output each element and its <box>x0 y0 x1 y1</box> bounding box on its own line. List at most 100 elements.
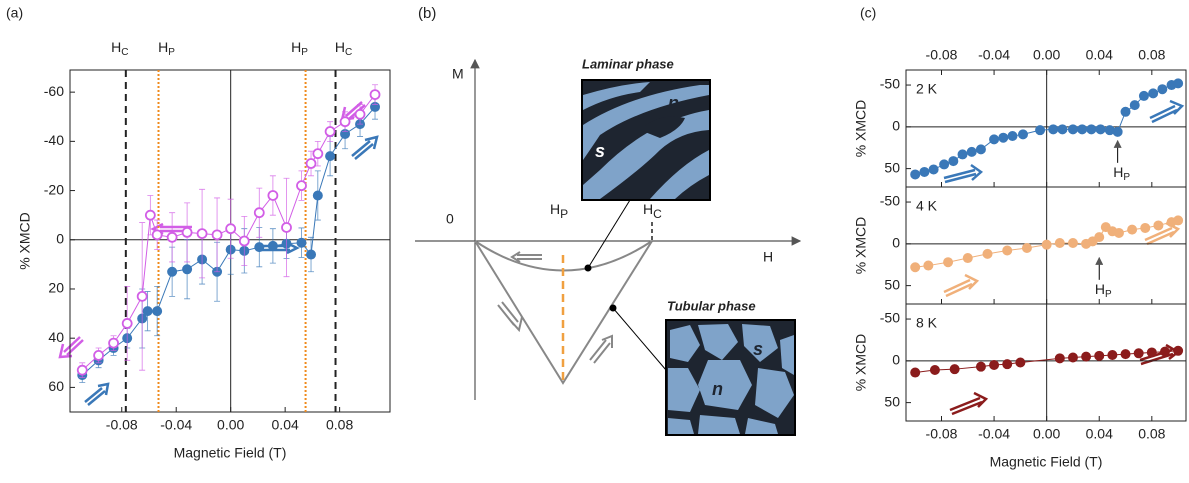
point <box>920 167 929 176</box>
point <box>1154 221 1163 230</box>
point <box>944 258 953 267</box>
point <box>1055 238 1064 247</box>
point <box>240 237 249 246</box>
y-tick-label: -50 <box>880 193 900 209</box>
point <box>307 250 316 259</box>
x-tick-label: 0.08 <box>326 417 353 433</box>
point <box>1141 223 1150 232</box>
x-tick-label: -0.04 <box>160 417 192 433</box>
point <box>1022 244 1031 253</box>
reference-label-main: H <box>335 39 345 55</box>
y-tick-label: 50 <box>884 393 900 409</box>
point <box>153 307 162 316</box>
reference-label: HP <box>291 39 308 58</box>
point <box>967 147 976 156</box>
annotation-label-sub: P <box>1123 171 1130 182</box>
point <box>183 265 192 274</box>
point <box>1134 349 1143 358</box>
hc-sub: C <box>653 207 662 221</box>
point <box>1003 246 1012 255</box>
reference-label-main: H <box>291 39 301 55</box>
point <box>958 150 967 159</box>
point <box>1003 360 1012 369</box>
y-tick-label: -40 <box>44 132 64 148</box>
y-tick-label: 50 <box>884 159 900 175</box>
reference-label-main: H <box>158 39 168 55</box>
point <box>94 351 103 360</box>
x-tick-label: -0.08 <box>106 417 138 433</box>
annotation-label: HP <box>1095 281 1112 300</box>
diagram: (b) M H 0 HP HC Laminar phase n s Tubula… <box>415 5 800 435</box>
y-tick-label: 50 <box>884 276 900 292</box>
reference-label-sub: P <box>301 47 308 58</box>
y-tick-label: -20 <box>44 181 64 197</box>
tubular-inset <box>666 320 795 435</box>
point <box>1096 125 1105 134</box>
x-tick-label: 0.00 <box>1033 426 1060 442</box>
point <box>940 160 949 169</box>
panel-label: (c) <box>860 5 876 21</box>
inset-n: n <box>712 379 723 399</box>
point <box>1095 233 1104 242</box>
annotation-label-main: H <box>1113 164 1123 180</box>
point <box>198 229 207 238</box>
hp-sub: P <box>560 207 568 221</box>
point <box>213 230 222 239</box>
point <box>1068 125 1077 134</box>
point <box>1087 125 1096 134</box>
point <box>326 127 335 136</box>
annotation-label-sub: P <box>1105 288 1112 299</box>
point <box>255 243 264 252</box>
inset-n: n <box>668 93 679 113</box>
point <box>950 365 959 374</box>
origin-label: 0 <box>446 211 454 227</box>
inset-title: Tubular phase <box>667 298 756 313</box>
point <box>1139 91 1148 100</box>
panel-label: (a) <box>6 5 23 21</box>
point <box>1160 347 1169 356</box>
point <box>1055 354 1064 363</box>
point <box>255 208 264 217</box>
point <box>1149 89 1158 98</box>
point <box>1095 351 1104 360</box>
y-tick-label: 60 <box>48 378 64 394</box>
point <box>123 319 132 328</box>
point <box>976 362 985 371</box>
y-axis-label: % XMCD <box>853 100 869 158</box>
x-axis-label: Magnetic Field (T) <box>990 454 1103 470</box>
reference-label-sub: C <box>345 47 352 58</box>
panel-series-label: 8 K <box>916 315 938 331</box>
reference-label: HC <box>111 39 128 58</box>
y-tick-label: -50 <box>880 310 900 326</box>
point <box>1042 240 1051 249</box>
x-tick-label: -0.04 <box>978 47 1010 63</box>
y-tick-label: 0 <box>892 352 900 368</box>
point <box>1018 130 1027 139</box>
x-tick-label: 0.00 <box>217 417 244 433</box>
reference-label-main: H <box>111 39 121 55</box>
reference-label-sub: C <box>121 47 128 58</box>
connector <box>613 308 666 370</box>
x-tick-label: 0.04 <box>272 417 299 433</box>
point <box>963 254 972 263</box>
annotation-label-main: H <box>1095 281 1105 297</box>
inset-s: s <box>753 339 763 359</box>
x-tick-label: 0.08 <box>1138 47 1165 63</box>
inset-title: Laminar phase <box>582 56 674 71</box>
point <box>307 159 316 168</box>
point <box>929 165 938 174</box>
x-tick-label: -0.08 <box>926 47 958 63</box>
annotation-label: HP <box>1113 164 1130 183</box>
point <box>990 135 999 144</box>
point <box>911 170 920 179</box>
point <box>341 117 350 126</box>
hp-label: HP <box>550 201 568 221</box>
inset-s: s <box>595 141 605 161</box>
point <box>911 368 920 377</box>
point <box>183 228 192 237</box>
hp-text: H <box>550 201 560 217</box>
point <box>1174 216 1183 225</box>
panel-label: (b) <box>418 5 436 22</box>
point <box>268 241 277 250</box>
point <box>990 361 999 370</box>
